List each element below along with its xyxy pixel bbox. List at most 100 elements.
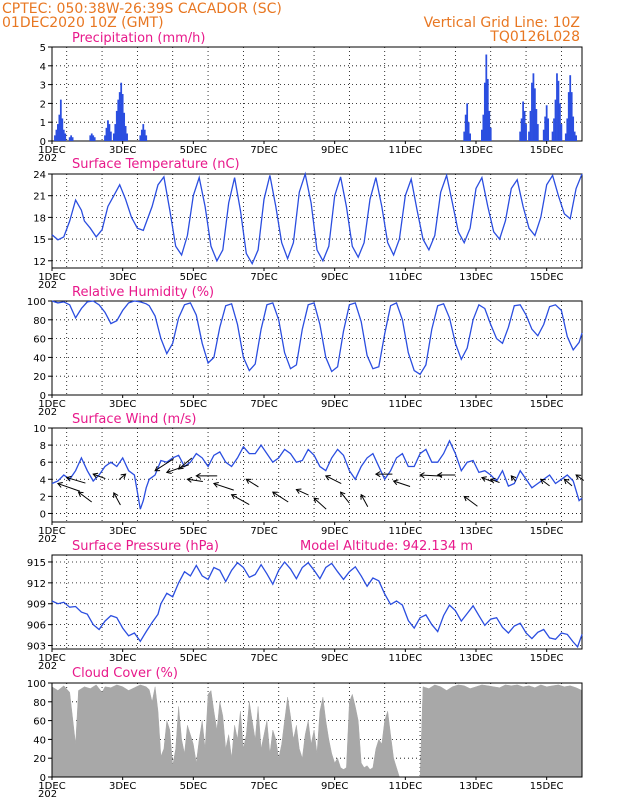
precip-bar bbox=[118, 92, 121, 141]
y-tick-label: 10 bbox=[33, 424, 46, 435]
precip-bar bbox=[59, 99, 62, 141]
cloud-area bbox=[51, 684, 583, 778]
precip-bar bbox=[483, 82, 486, 141]
y-tick-label: 18 bbox=[33, 213, 46, 224]
precip-bar bbox=[145, 135, 148, 141]
y-tick-label: 0 bbox=[40, 773, 46, 784]
y-tick-label: 24 bbox=[33, 170, 46, 181]
panel-title: Surface Pressure (hPa) bbox=[72, 539, 219, 554]
wind-arrow-head bbox=[271, 491, 278, 497]
precip-bar bbox=[93, 137, 96, 141]
precip-bar bbox=[544, 116, 547, 141]
x-tick-label: 3DEC bbox=[109, 145, 136, 156]
x-tick-label: 3DEC bbox=[109, 272, 136, 283]
y-tick-label: 60 bbox=[33, 335, 46, 346]
precip-bar bbox=[117, 99, 120, 141]
wind-arrow-head bbox=[489, 477, 496, 484]
precip-bar bbox=[559, 103, 561, 141]
y-tick-label: 2 bbox=[40, 492, 46, 503]
precip-bar bbox=[58, 114, 61, 141]
precip-bar bbox=[62, 129, 65, 141]
wind-arrow-head bbox=[419, 472, 425, 479]
wind-arrow bbox=[463, 495, 478, 507]
precip-bar bbox=[536, 124, 539, 141]
panel-5: 903 906 909 912 915 1DEC 3DEC 5DEC 7DEC 9DEC 11DEC… bbox=[27, 539, 583, 672]
y-tick-label: 3 bbox=[40, 81, 46, 92]
wind-arrow-head bbox=[165, 468, 172, 474]
x-year-label: 202 bbox=[38, 534, 57, 545]
precip-bar bbox=[92, 135, 95, 141]
wind-arrow-head bbox=[230, 494, 237, 500]
y-tick-label: 2 bbox=[40, 99, 46, 110]
x-tick-label: 7DEC bbox=[250, 272, 277, 283]
x-tick-label: 1DEC bbox=[38, 399, 65, 410]
wind-arrow bbox=[78, 491, 92, 503]
precip-bar bbox=[519, 131, 522, 141]
precip-bar bbox=[542, 129, 545, 141]
wind-arrow bbox=[231, 494, 250, 505]
y-tick-label: 21 bbox=[33, 192, 46, 203]
x-tick-label: 11DEC bbox=[388, 781, 422, 792]
precip-bar bbox=[481, 129, 483, 141]
x-tick-label: 13DEC bbox=[459, 399, 493, 410]
series-line bbox=[51, 439, 583, 510]
x-tick-label: 15DEC bbox=[530, 526, 564, 537]
header-grid-line: Vertical Grid Line: 10Z bbox=[424, 15, 580, 31]
wind-arrow-head bbox=[195, 472, 201, 479]
wind-arrow bbox=[393, 480, 411, 487]
wind-arrow bbox=[510, 475, 517, 482]
x-tick-label: 9DEC bbox=[321, 399, 348, 410]
wind-arrow-head bbox=[374, 471, 381, 478]
precip-bar bbox=[120, 82, 123, 141]
x-tick-label: 1DEC bbox=[38, 272, 65, 283]
y-tick-label: 912 bbox=[27, 579, 46, 590]
panel-frame bbox=[51, 554, 583, 650]
wind-arrow-head bbox=[563, 478, 570, 485]
x-tick-label: 5DEC bbox=[180, 399, 207, 410]
precip-bar bbox=[142, 124, 145, 141]
y-tick-label: 40 bbox=[33, 353, 46, 364]
y-tick-label: 909 bbox=[27, 600, 46, 611]
x-tick-label: 3DEC bbox=[109, 399, 136, 410]
precip-bar bbox=[570, 92, 573, 141]
precip-bar bbox=[529, 110, 532, 141]
wind-arrow bbox=[360, 494, 369, 507]
precip-bar bbox=[531, 82, 533, 141]
x-tick-label: 5DEC bbox=[180, 145, 207, 156]
precip-bar bbox=[489, 127, 492, 141]
x-tick-label: 3DEC bbox=[109, 526, 136, 537]
wind-arrow-head bbox=[113, 492, 119, 498]
x-tick-label: 11DEC bbox=[388, 653, 422, 664]
precip-bar bbox=[556, 73, 558, 141]
precip-bar bbox=[560, 124, 563, 141]
precip-bar bbox=[140, 129, 143, 141]
precip-bar bbox=[575, 135, 577, 141]
panel-2: 12 15 18 21 24 1DEC 3DEC 5DEC 7DEC 9DEC 11DEC 13DEC… bbox=[33, 157, 583, 291]
x-tick-label: 1DEC bbox=[38, 653, 65, 664]
y-tick-label: 40 bbox=[33, 735, 46, 746]
x-tick-label: 9DEC bbox=[321, 653, 348, 664]
panel-1: 0 1 2 3 4 5 1DEC 3DEC 5DEC 7DEC 9DEC 11DEC 13DEC 15DE… bbox=[38, 31, 583, 164]
wind-arrow bbox=[187, 478, 203, 482]
precip-bar bbox=[466, 103, 469, 141]
header-datetime: 01DEC2020 10Z (GMT) bbox=[2, 15, 164, 31]
x-tick-label: 9DEC bbox=[321, 781, 348, 792]
x-tick-label: 13DEC bbox=[459, 145, 493, 156]
precip-bar bbox=[104, 135, 106, 141]
precip-bar bbox=[90, 133, 93, 141]
y-tick-label: 12 bbox=[33, 257, 46, 268]
wind-arrow bbox=[481, 477, 494, 483]
wind-arrow-head bbox=[480, 476, 487, 482]
x-tick-label: 15DEC bbox=[530, 781, 564, 792]
precip-bar bbox=[485, 54, 488, 141]
precip-bar bbox=[123, 112, 126, 141]
y-tick-label: 0 bbox=[40, 391, 46, 402]
x-tick-label: 13DEC bbox=[459, 526, 493, 537]
panel-frame bbox=[51, 427, 583, 523]
wind-arrow bbox=[166, 464, 189, 473]
wind-arrow-head bbox=[56, 482, 63, 488]
panel-title: Precipitation (mm/h) bbox=[72, 31, 205, 46]
wind-arrow-head bbox=[186, 476, 193, 483]
